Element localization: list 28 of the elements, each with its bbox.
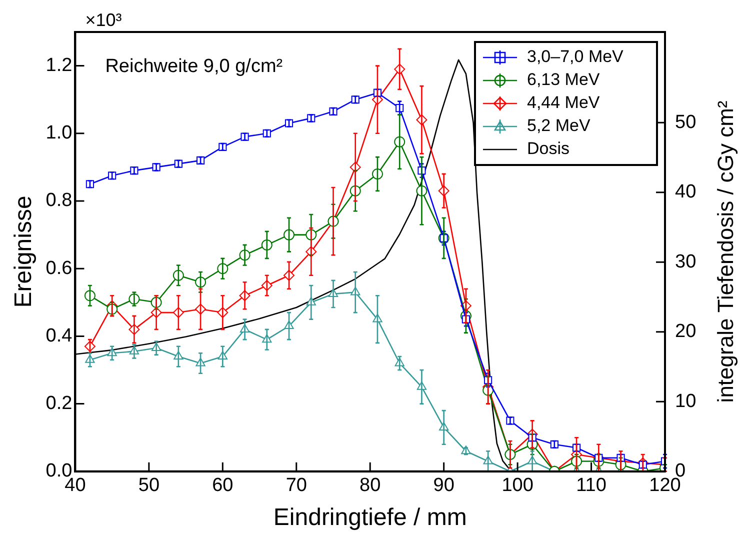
x-tick-label: 70: [286, 475, 307, 496]
y2-tick-label: 30: [675, 251, 696, 272]
y-tick-label: 0.4: [46, 325, 73, 346]
y-tick-label: 1.2: [46, 55, 72, 76]
text: ×10³: [85, 10, 122, 30]
x-tick-label: 90: [433, 475, 454, 496]
y2-tick-label: 20: [675, 321, 696, 342]
x-tick-label: 50: [138, 475, 160, 496]
legend-label: 5,2 MeV: [527, 116, 591, 136]
x-tick-label: 110: [576, 475, 606, 496]
x-axis-title: Eindringtiefe / mm: [273, 504, 467, 532]
y-axis-title: Ereignisse: [10, 196, 38, 308]
y-tick-label: 0.2: [46, 393, 72, 414]
y-tick-label: 0.8: [46, 190, 72, 212]
legend-label: Dosis: [527, 139, 570, 158]
legend-label: 3,0–7,0 MeV: [527, 47, 624, 66]
y2-tick-label: 10: [675, 390, 696, 412]
legend-label: 4,44 MeV: [527, 93, 600, 112]
legend-label: 6,13 MeV: [527, 70, 600, 90]
y-tick-label: 0.6: [46, 258, 72, 279]
x-tick-label: 100: [502, 475, 534, 496]
x-tick-label: 60: [212, 475, 234, 496]
x-tick-label: 80: [360, 475, 381, 496]
y2-tick-label: 40: [675, 182, 696, 203]
y2-tick-label: 50: [675, 112, 696, 133]
annotation: Reichweite 9,0 g/cm²: [105, 56, 283, 77]
y2-axis-title: integrale Tiefendosis / cGy cm²: [713, 100, 738, 403]
y-tick-label: 1.0: [46, 122, 72, 144]
